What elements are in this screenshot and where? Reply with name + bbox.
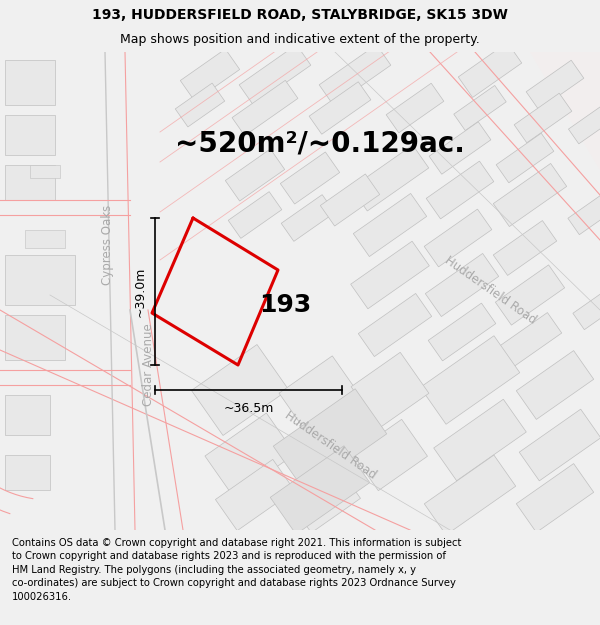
Polygon shape bbox=[496, 265, 565, 325]
Polygon shape bbox=[215, 459, 295, 531]
Polygon shape bbox=[514, 93, 572, 142]
Polygon shape bbox=[5, 455, 50, 490]
Polygon shape bbox=[386, 83, 444, 132]
Polygon shape bbox=[358, 294, 432, 356]
Polygon shape bbox=[350, 241, 430, 309]
Text: Huddersfield Road: Huddersfield Road bbox=[282, 409, 378, 481]
Polygon shape bbox=[519, 409, 600, 481]
Polygon shape bbox=[353, 419, 427, 491]
Text: Cypress Oaks: Cypress Oaks bbox=[101, 205, 115, 285]
Polygon shape bbox=[232, 81, 298, 136]
Polygon shape bbox=[5, 165, 55, 200]
Polygon shape bbox=[280, 152, 340, 204]
Polygon shape bbox=[430, 52, 600, 170]
Polygon shape bbox=[5, 315, 65, 360]
Polygon shape bbox=[226, 149, 284, 201]
Polygon shape bbox=[568, 196, 600, 234]
Polygon shape bbox=[429, 122, 491, 174]
Polygon shape bbox=[191, 344, 289, 436]
Text: ~36.5m: ~36.5m bbox=[223, 402, 274, 415]
Polygon shape bbox=[526, 60, 584, 110]
Polygon shape bbox=[458, 42, 522, 98]
Polygon shape bbox=[424, 455, 516, 535]
Polygon shape bbox=[516, 351, 594, 419]
Polygon shape bbox=[270, 446, 370, 534]
Polygon shape bbox=[496, 133, 554, 182]
Text: 193, HUDDERSFIELD ROAD, STALYBRIDGE, SK15 3DW: 193, HUDDERSFIELD ROAD, STALYBRIDGE, SK1… bbox=[92, 8, 508, 21]
Polygon shape bbox=[425, 254, 499, 316]
Polygon shape bbox=[319, 44, 391, 106]
Polygon shape bbox=[30, 165, 60, 178]
Polygon shape bbox=[420, 336, 520, 424]
Text: ~520m²/~0.129ac.: ~520m²/~0.129ac. bbox=[175, 129, 465, 157]
Polygon shape bbox=[239, 44, 311, 106]
Polygon shape bbox=[516, 464, 594, 532]
Text: 193: 193 bbox=[259, 293, 311, 317]
Polygon shape bbox=[351, 145, 429, 211]
Polygon shape bbox=[25, 230, 65, 248]
Polygon shape bbox=[205, 413, 295, 497]
Polygon shape bbox=[273, 389, 387, 491]
Text: Contains OS data © Crown copyright and database right 2021. This information is : Contains OS data © Crown copyright and d… bbox=[12, 538, 461, 602]
Text: Map shows position and indicative extent of the property.: Map shows position and indicative extent… bbox=[120, 32, 480, 46]
Polygon shape bbox=[181, 49, 239, 101]
Polygon shape bbox=[5, 255, 75, 305]
Polygon shape bbox=[493, 164, 567, 226]
Text: Cedar Avenue: Cedar Avenue bbox=[142, 324, 155, 406]
Polygon shape bbox=[573, 291, 600, 329]
Polygon shape bbox=[281, 194, 335, 241]
Polygon shape bbox=[279, 356, 361, 434]
Polygon shape bbox=[5, 395, 50, 435]
Polygon shape bbox=[493, 221, 557, 276]
Polygon shape bbox=[320, 174, 380, 226]
Polygon shape bbox=[284, 421, 366, 499]
Polygon shape bbox=[5, 115, 55, 155]
Polygon shape bbox=[498, 312, 562, 368]
Polygon shape bbox=[309, 82, 371, 134]
Polygon shape bbox=[5, 60, 55, 105]
Polygon shape bbox=[428, 303, 496, 361]
Polygon shape bbox=[290, 468, 361, 532]
Text: ~39.0m: ~39.0m bbox=[134, 266, 147, 317]
Polygon shape bbox=[228, 192, 282, 238]
Polygon shape bbox=[175, 83, 225, 127]
Text: Huddersfield Road: Huddersfield Road bbox=[442, 254, 538, 326]
Polygon shape bbox=[351, 352, 429, 428]
Polygon shape bbox=[426, 161, 494, 219]
Polygon shape bbox=[568, 106, 600, 144]
Polygon shape bbox=[353, 194, 427, 256]
Polygon shape bbox=[454, 86, 506, 131]
Polygon shape bbox=[434, 399, 526, 481]
Polygon shape bbox=[424, 209, 492, 267]
